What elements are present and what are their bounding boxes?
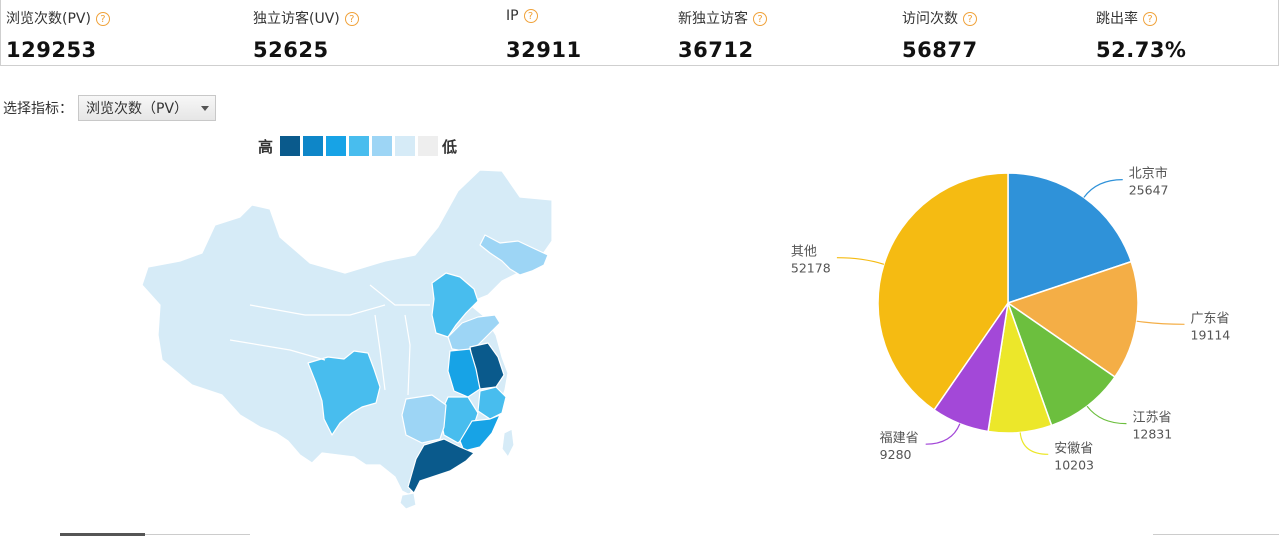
stat-value: 56877 — [902, 38, 978, 62]
stat-label: 访问次数 — [902, 11, 958, 27]
legend-low-label: 低 — [442, 138, 458, 156]
pie-slice[interactable] — [1006, 301, 1116, 427]
legend-swatch — [326, 136, 346, 156]
help-icon[interactable]: ? — [1143, 12, 1157, 26]
pie-leader-line — [1083, 178, 1123, 198]
stats-bar: 浏览次数(PV)? 129253 独立访客(UV)? 52625 IP? 329… — [0, 0, 1279, 66]
tab-indicator-active[interactable] — [60, 533, 145, 536]
pie-label-name: 江苏省 — [1132, 410, 1171, 426]
stat-value: 52625 — [253, 38, 329, 62]
stat-value: 36712 — [678, 38, 754, 62]
help-icon[interactable]: ? — [963, 12, 977, 26]
tab-underline — [145, 534, 250, 535]
pie-label-name: 广东省 — [1191, 311, 1230, 326]
pie-leader-line — [925, 423, 961, 445]
help-icon[interactable]: ? — [95, 12, 110, 26]
map-region-hunan — [401, 394, 447, 444]
pie-label-value: 12831 — [1132, 427, 1172, 442]
map-border — [229, 284, 430, 396]
map-region-taiwan — [501, 428, 515, 458]
stat-value: 32911 — [506, 38, 582, 62]
map-region-zhejiang — [477, 386, 507, 420]
pie-label-value: 19114 — [1191, 327, 1231, 342]
stat-label: IP — [506, 8, 519, 24]
pie-label-value: 25647 — [1129, 183, 1169, 198]
pie-label-name: 北京市 — [1129, 166, 1168, 182]
map-region-hainan — [399, 492, 417, 510]
map-region-heilongjiang — [479, 234, 549, 276]
metric-select-value: 浏览次数（PV） — [86, 101, 189, 117]
pie-leader-line — [1086, 405, 1127, 425]
pie-slice[interactable] — [877, 172, 1009, 411]
china-map — [141, 169, 553, 510]
metric-select-dropdown[interactable]: 浏览次数（PV） — [78, 95, 216, 121]
help-icon[interactable]: ? — [523, 9, 538, 23]
metric-selector: 选择指标： 浏览次数（PV） — [3, 95, 216, 122]
pie-label-value: 10203 — [1054, 457, 1094, 472]
pie-leader-line — [1136, 320, 1185, 325]
help-icon[interactable]: ? — [753, 12, 767, 26]
tab-underline — [1153, 534, 1279, 535]
chevron-down-icon — [201, 106, 209, 111]
pie-label-name: 安徽省 — [1054, 441, 1093, 456]
stat-value: 52.73% — [1096, 38, 1187, 62]
legend-swatch — [372, 136, 392, 156]
map-region-guangdong — [407, 438, 475, 494]
map-region-hebei — [431, 272, 479, 338]
pie-slice[interactable] — [1006, 260, 1139, 378]
map-region-anhui — [447, 348, 481, 398]
stat-label: 浏览次数(PV) — [6, 11, 91, 27]
map-region-fujian — [459, 414, 501, 452]
stat-label: 新独立访客 — [678, 11, 748, 27]
pie-label-value: 9280 — [880, 447, 912, 462]
pie-label-name: 其他 — [791, 245, 817, 260]
legend-swatch — [395, 136, 415, 156]
pie-label-name: 福建省 — [880, 431, 919, 446]
pie-leader-line — [836, 257, 885, 265]
legend-high-label: 高 — [258, 138, 274, 156]
stat-label: 跳出率 — [1096, 11, 1138, 27]
stat-label: 独立访客(UV) — [253, 11, 340, 27]
map-region-sichuan — [307, 350, 381, 436]
legend-swatch — [349, 136, 369, 156]
legend-swatch — [280, 136, 300, 156]
legend-swatch — [303, 136, 323, 156]
stat-value: 129253 — [6, 38, 97, 62]
pie-leader-line — [1019, 432, 1049, 455]
pie-label-value: 52178 — [791, 261, 831, 276]
legend-swatch — [418, 136, 438, 156]
help-icon[interactable]: ? — [344, 12, 359, 26]
metric-selector-label: 选择指标： — [3, 101, 73, 117]
